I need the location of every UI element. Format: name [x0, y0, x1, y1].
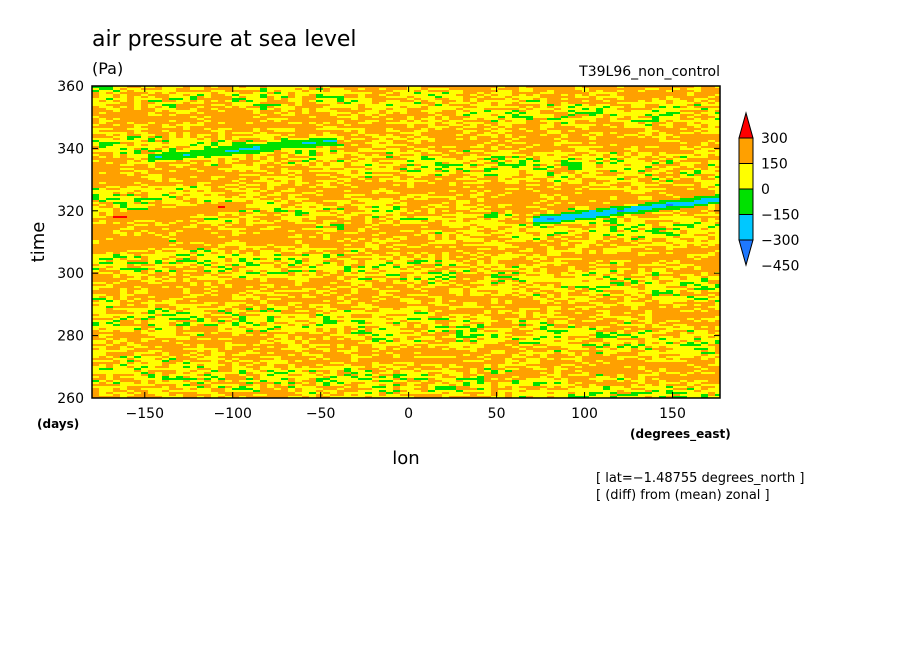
x-tick-label: 150 — [659, 406, 686, 422]
run-label: T39L96_non_control — [578, 64, 720, 80]
units-label: (Pa) — [92, 59, 123, 78]
y-tick-label: 300 — [57, 266, 84, 282]
pressure-field — [92, 86, 720, 398]
colorbar-swatch — [738, 239, 754, 267]
colorbar-swatch — [738, 163, 754, 190]
y-tick-label: 340 — [57, 141, 84, 157]
plot-area — [91, 85, 721, 399]
y-units-label: (days) — [37, 417, 79, 431]
colorbar-label: −450 — [761, 259, 799, 275]
colorbar-label: 150 — [761, 157, 788, 173]
colorbar-label: −150 — [761, 208, 799, 224]
plot-frame — [91, 85, 721, 399]
y-axis-label: time — [28, 222, 49, 263]
colorbar: 300 150 0 −150 −300 −450 — [738, 111, 799, 275]
chart-title: air pressure at sea level — [92, 27, 357, 52]
x-axis: −150 −100 −50 0 50 100 150 — [126, 86, 686, 422]
x-tick-label: 100 — [571, 406, 598, 422]
colorbar-swatch — [738, 188, 754, 215]
x-units-label: (degrees_east) — [630, 427, 731, 442]
x-tick-label: 0 — [404, 406, 413, 422]
x-tick-label: −50 — [306, 406, 336, 422]
x-tick-label: −150 — [126, 406, 164, 422]
note-lat: [ lat=−1.48755 degrees_north ] — [596, 471, 804, 486]
y-tick-label: 320 — [57, 204, 84, 220]
x-tick-label: −100 — [214, 406, 252, 422]
x-axis-label: lon — [392, 448, 419, 469]
colorbar-swatch — [738, 214, 754, 241]
y-tick-label: 360 — [57, 79, 84, 95]
note-diff: [ (diff) from (mean) zonal ] — [596, 488, 770, 503]
colorbar-label: 0 — [761, 182, 770, 198]
y-tick-label: 260 — [57, 391, 84, 407]
colorbar-label: −300 — [761, 233, 799, 249]
colorbar-label: 300 — [761, 131, 788, 147]
y-tick-label: 280 — [57, 329, 84, 345]
x-tick-label: 50 — [488, 406, 506, 422]
y-axis: 260 280 300 320 340 360 — [57, 79, 720, 407]
colorbar-swatch — [738, 137, 754, 164]
colorbar-swatch — [738, 111, 754, 139]
